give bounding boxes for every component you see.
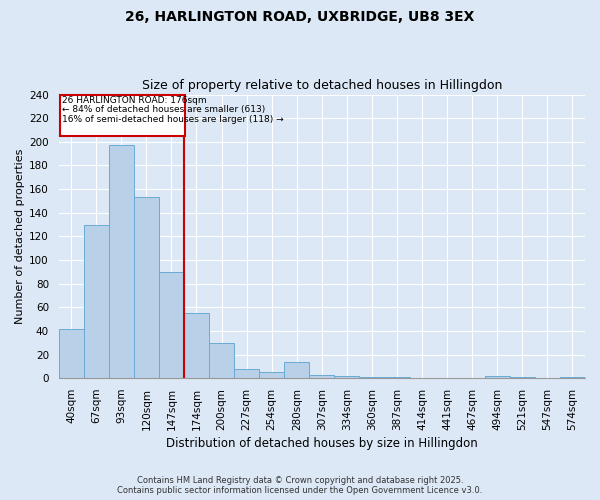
Bar (485, 376, 510, 378)
Bar (134, 198, 159, 378)
Bar (184, 313, 209, 378)
X-axis label: Distribution of detached houses by size in Hillingdon: Distribution of detached houses by size … (166, 437, 478, 450)
Bar (259, 372, 284, 378)
Bar (234, 369, 259, 378)
Bar (209, 343, 234, 378)
Text: ← 84% of detached houses are smaller (613): ← 84% of detached houses are smaller (61… (62, 105, 266, 114)
Text: 16% of semi-detached houses are larger (118) →: 16% of semi-detached houses are larger (… (62, 114, 284, 124)
Bar (159, 272, 184, 378)
Y-axis label: Number of detached properties: Number of detached properties (15, 148, 25, 324)
Bar (385, 377, 410, 378)
Bar (334, 376, 359, 378)
Text: Contains HM Land Registry data © Crown copyright and database right 2025.
Contai: Contains HM Land Registry data © Crown c… (118, 476, 482, 495)
Bar (309, 374, 334, 378)
Text: 26, HARLINGTON ROAD, UXBRIDGE, UB8 3EX: 26, HARLINGTON ROAD, UXBRIDGE, UB8 3EX (125, 10, 475, 24)
Bar (510, 377, 535, 378)
Bar (59, 328, 84, 378)
Title: Size of property relative to detached houses in Hillingdon: Size of property relative to detached ho… (142, 79, 502, 92)
Bar (109, 146, 134, 378)
Text: 26 HARLINGTON ROAD: 176sqm: 26 HARLINGTON ROAD: 176sqm (62, 96, 207, 104)
Bar (560, 377, 585, 378)
Bar (359, 377, 385, 378)
FancyBboxPatch shape (60, 94, 185, 136)
Bar (284, 362, 309, 378)
Bar (84, 224, 109, 378)
